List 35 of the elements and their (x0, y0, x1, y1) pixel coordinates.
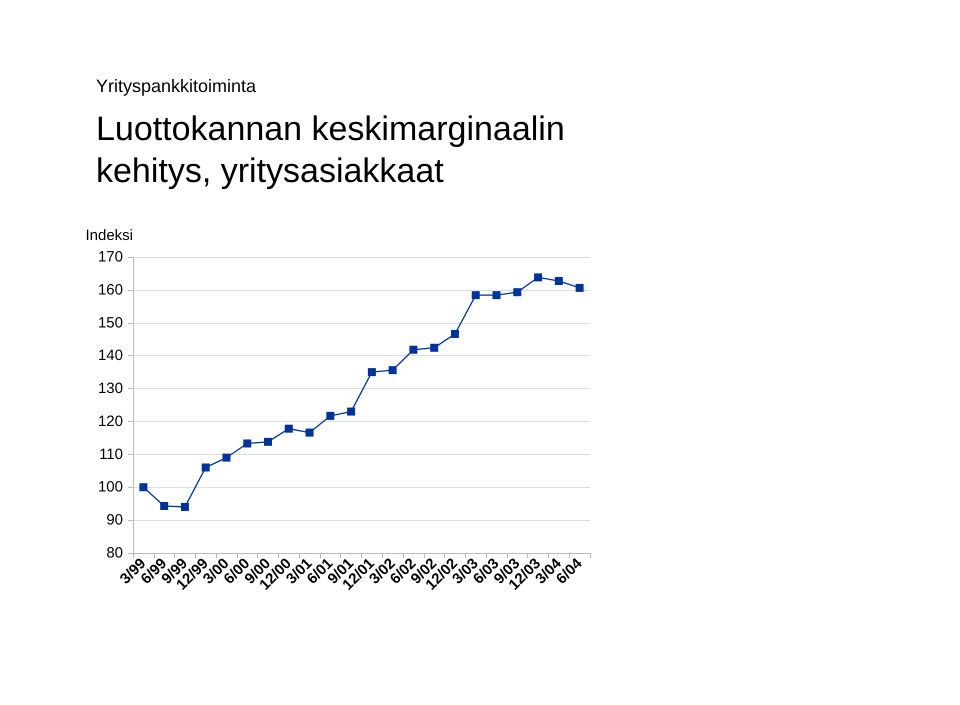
y-axis-title: Indeksi (85, 227, 133, 244)
point (326, 412, 334, 420)
point (180, 502, 189, 511)
point (388, 366, 397, 374)
point (284, 424, 293, 433)
point (222, 454, 230, 462)
y-tick-label: 100 (98, 478, 123, 496)
point (139, 483, 148, 492)
point (347, 408, 356, 416)
y-tick-label: 120 (98, 412, 123, 430)
point (160, 502, 168, 510)
point (554, 277, 563, 286)
y-tick-label: 90 (106, 512, 123, 529)
y-tick-label: 110 (99, 446, 123, 463)
chart-subtitle: Yrityspankkitoiminta (96, 76, 256, 97)
y-tick-label: 140 (98, 347, 123, 364)
y-tick-label: 170 (98, 248, 123, 266)
y-tick-label: 160 (98, 281, 123, 298)
point (243, 439, 252, 448)
point (430, 344, 438, 352)
y-tick-label: 80 (106, 544, 123, 562)
point (450, 330, 459, 338)
chart-title: Luottokannan keskimarginaalin kehitys, yritysasiakkaat (96, 109, 565, 192)
y-tick-label: 150 (98, 314, 123, 332)
point (368, 368, 376, 376)
point (576, 284, 584, 292)
point (472, 291, 480, 300)
point (534, 273, 542, 282)
point (202, 463, 210, 472)
point (264, 438, 272, 446)
point (409, 346, 418, 354)
y-tick-label: 130 (98, 380, 123, 398)
point (492, 291, 501, 300)
point (513, 288, 522, 296)
point (306, 428, 314, 437)
